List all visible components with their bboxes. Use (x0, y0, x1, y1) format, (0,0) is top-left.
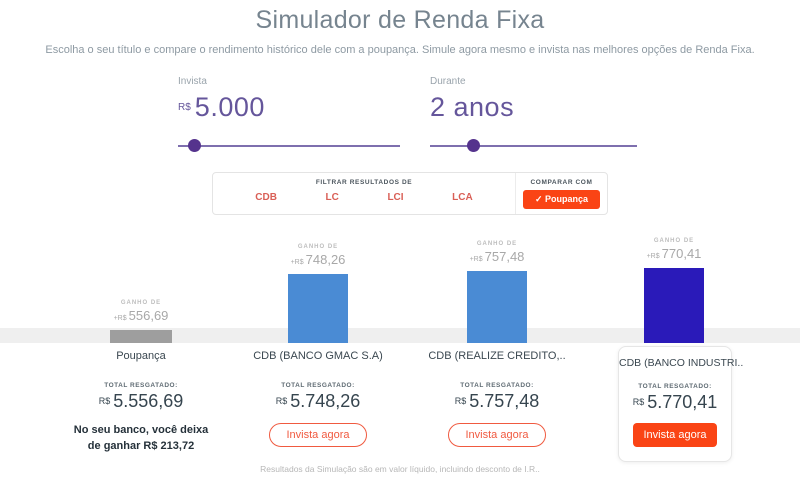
bank-loss-note-line1: No seu banco, você deixa (73, 424, 209, 436)
total-currency: R$ (98, 396, 111, 406)
filter-bar: FILTRAR RESULTADOS DE CDB LC LCI LCA COM… (212, 172, 608, 215)
invest-control: Invista R$ 5.000 (178, 76, 265, 123)
total-caption: TOTAL RESGATADO: (638, 383, 712, 390)
gain-value: +R$ 757,48 (470, 249, 525, 264)
duration-amount: 2 anos (430, 92, 515, 122)
gain-caption: GANHO DE (653, 238, 695, 244)
compare-heading: COMPARAR COM (530, 179, 593, 186)
bank-loss-note-line2: de ganhar R$ 213,72 (87, 439, 195, 452)
invest-now-button-gmac[interactable]: Invista agora (268, 423, 368, 447)
invest-slider[interactable] (178, 139, 400, 153)
bar-poupanca (110, 330, 172, 343)
chart-baseline-band (0, 328, 800, 343)
compare-section: COMPARAR COM ✓ Poupança (515, 173, 607, 214)
gain-value: +R$ 748,26 (291, 252, 346, 267)
duration-slider-thumb[interactable] (467, 139, 481, 152)
result-poupanca: Poupança TOTAL RESGATADO: R$ 5.556,69 No … (56, 350, 226, 455)
disclaimer-note: Resultados da Simulação são em valor líq… (260, 464, 540, 474)
compare-poupanca-label: Poupança (545, 194, 589, 204)
result-gmac: CDB (BANCO GMAC S.A) TOTAL RESGATADO: R$… (233, 350, 403, 447)
compare-poupanca-button[interactable]: ✓ Poupança (523, 190, 600, 209)
result-title: CDB (REALIZE CREDITO,.. (428, 350, 566, 362)
filter-items: CDB LC LCI LCA (213, 186, 515, 203)
total-currency: R$ (275, 396, 288, 406)
duration-slider[interactable] (430, 139, 637, 153)
gain-caption: GANHO DE (120, 300, 162, 306)
filter-heading: FILTRAR RESULTADOS DE (315, 179, 413, 186)
invest-currency: R$ (178, 102, 191, 113)
filter-option-lca[interactable]: LCA (452, 192, 473, 203)
result-title: Poupança (116, 350, 166, 362)
total-amount: R$ 5.757,48 (412, 391, 582, 412)
page-subtitle: Escolha o seu título e compare o rendime… (45, 44, 755, 56)
result-title: CDB (BANCO GMAC S.A) (253, 350, 383, 362)
total-value: 5.748,26 (290, 391, 361, 411)
total-value: 5.556,69 (113, 391, 184, 411)
result-realize: CDB (REALIZE CREDITO,.. TOTAL RESGATADO:… (412, 350, 582, 447)
gain-amount: 748,26 (305, 252, 346, 267)
gain-prefix: +R$ (469, 256, 483, 263)
check-icon: ✓ (534, 194, 543, 204)
total-currency: R$ (454, 396, 467, 406)
chart-column-poupanca: GANHO DE +R$ 556,69 (61, 232, 221, 343)
total-caption: TOTAL RESGATADO: (104, 382, 178, 389)
invest-now-button-industrial[interactable]: Invista agora (633, 423, 717, 447)
invest-now-button-realize[interactable]: Invista agora (447, 423, 547, 447)
bar-realize (467, 271, 527, 343)
total-amount: R$ 5.748,26 (233, 391, 403, 412)
gain-value: +R$ 556,69 (114, 308, 169, 323)
gain-amount: 770,41 (661, 246, 702, 261)
filter-option-cdb[interactable]: CDB (255, 192, 277, 203)
duration-label: Durante (430, 76, 466, 87)
result-industrial-card[interactable]: CDB (BANCO INDUSTRI.. TOTAL RESGATADO: R… (618, 346, 744, 462)
total-value: 5.770,41 (647, 392, 718, 412)
bar-gmac (288, 274, 348, 343)
gain-amount: 757,48 (484, 249, 525, 264)
invest-amount: 5.000 (194, 92, 265, 122)
chart-column-realize: GANHO DE +R$ 757,48 (417, 232, 577, 343)
total-currency: R$ (632, 397, 645, 407)
invest-value: R$ 5.000 (178, 92, 265, 123)
bar-industrial (644, 268, 704, 343)
gain-caption: GANHO DE (476, 241, 518, 247)
duration-control: Durante 2 anos (430, 76, 514, 123)
duration-value: 2 anos (430, 92, 514, 123)
total-amount: R$ 5.556,69 (56, 391, 226, 412)
bank-loss-note: No seu banco, você deixa de ganhar R$ 21… (56, 423, 226, 455)
gain-caption: GANHO DE (297, 244, 339, 250)
result-title: CDB (BANCO INDUSTRI.. (619, 357, 744, 369)
filter-option-lc[interactable]: LC (325, 192, 339, 203)
gain-prefix: +R$ (290, 259, 304, 266)
gain-prefix: +R$ (646, 253, 660, 260)
chart-column-gmac: GANHO DE +R$ 748,26 (238, 232, 398, 343)
invest-label: Invista (178, 76, 207, 87)
chart-column-industrial: GANHO DE +R$ 770,41 (594, 232, 754, 343)
total-value: 5.757,48 (469, 391, 540, 411)
invest-slider-track[interactable] (178, 145, 400, 147)
gain-prefix: +R$ (113, 315, 127, 322)
page-title: Simulador de Renda Fixa (255, 6, 545, 34)
invest-slider-thumb[interactable] (187, 139, 201, 152)
total-caption: TOTAL RESGATADO: (460, 382, 534, 389)
total-amount: R$ 5.770,41 (619, 392, 731, 413)
duration-slider-track[interactable] (430, 145, 637, 147)
filter-section: FILTRAR RESULTADOS DE CDB LC LCI LCA (213, 173, 515, 214)
filter-option-lci[interactable]: LCI (387, 192, 404, 203)
total-caption: TOTAL RESGATADO: (281, 382, 355, 389)
gain-value: +R$ 770,41 (647, 246, 702, 261)
gain-amount: 556,69 (128, 308, 169, 323)
